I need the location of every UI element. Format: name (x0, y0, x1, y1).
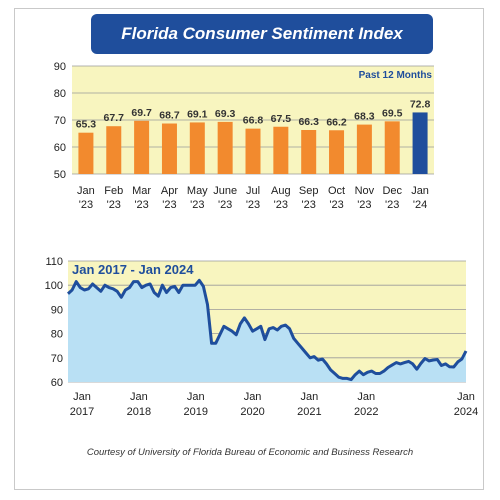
bar-x-tick-month: Apr (161, 185, 178, 197)
line-x-tick-year: 2019 (183, 406, 207, 418)
line-y-tick-label: 80 (51, 329, 63, 341)
bar-x-tick-month: Oct (328, 185, 345, 197)
bar (78, 132, 94, 174)
bar-x-tick-month: Feb (104, 185, 123, 197)
bar-x-tick-month: Mar (132, 185, 151, 197)
bar-y-tick-label: 90 (54, 61, 66, 73)
chart-title: Florida Consumer Sentiment Index (91, 14, 433, 54)
line-x-tick-month: Jan (130, 391, 148, 403)
bar-x-tick-month: Dec (382, 185, 402, 197)
bar-x-tick-year: '23 (107, 199, 121, 211)
line-x-tick-year: 2018 (127, 406, 151, 418)
bar-x-tick-year: '23 (302, 199, 316, 211)
line-x-tick-year: 2022 (354, 406, 378, 418)
bar-x-tick-year: '23 (274, 199, 288, 211)
bar (217, 121, 233, 174)
bar-value-label: 69.3 (215, 108, 236, 120)
bar-x-tick-month: Jan (77, 185, 95, 197)
bar-value-label: 66.3 (298, 116, 319, 128)
line-area-fill (68, 280, 466, 382)
bar-y-tick-label: 70 (54, 115, 66, 127)
bar-x-tick-month: May (187, 185, 208, 197)
bar-value-label: 66.8 (243, 115, 264, 127)
line-x-tick-year: 2017 (70, 406, 94, 418)
bar (273, 126, 289, 174)
line-annotation: Jan 2017 - Jan 2024 (72, 262, 194, 277)
bar-x-tick-month: Nov (355, 185, 375, 197)
bar (134, 120, 150, 174)
bar-value-label: 69.7 (131, 107, 152, 119)
bar-value-label: 67.5 (271, 113, 292, 125)
bar-x-tick-year: '23 (385, 199, 399, 211)
bar-y-tick-label: 50 (54, 169, 66, 181)
bar-chart: 50 60 70 80 90 65.3 67.7 69.7 68.7 69.1 69.3 66.8 6… (54, 61, 434, 211)
line-y-tick-label: 70 (51, 353, 63, 365)
line-x-tick-year: 2020 (240, 406, 264, 418)
bar (301, 129, 317, 174)
bar (384, 121, 400, 174)
bar-x-tick-year: '23 (218, 199, 232, 211)
line-x-tick-month: Jan (357, 391, 375, 403)
line-y-tick-label: 60 (51, 377, 63, 389)
line-x-tick-month: Jan (301, 391, 319, 403)
line-chart: 60 70 80 90 100 110 Jan 2017 Jan 2018 Jan 2019 Jan 2… (45, 256, 479, 418)
bar-value-label: 68.7 (159, 110, 180, 122)
line-x-tick-month: Jan (457, 391, 475, 403)
source-credit: Courtesy of University of Florida Bureau… (86, 447, 414, 458)
line-x-tick-month: Jan (73, 391, 91, 403)
bar-value-label: 65.3 (76, 119, 97, 131)
bar (356, 124, 372, 174)
bar-x-tick-month: Jan (411, 185, 429, 197)
line-x-tick-year: 2024 (454, 406, 478, 418)
bar (329, 130, 345, 174)
bar (189, 122, 205, 174)
bar (161, 123, 177, 174)
bar-x-tick-year: '23 (357, 199, 371, 211)
line-x-tick-month: Jan (244, 391, 262, 403)
bar-x-tick-year: '23 (190, 199, 204, 211)
bar (412, 112, 428, 174)
line-x-tick-year: 2021 (297, 406, 321, 418)
bar-y-tick-label: 60 (54, 142, 66, 154)
bar-y-tick-label: 80 (54, 88, 66, 100)
line-y-tick-label: 110 (45, 256, 63, 268)
line-y-tick-label: 90 (51, 304, 63, 316)
bar-x-tick-year: '23 (134, 199, 148, 211)
bar-x-tick-year: '23 (246, 199, 260, 211)
bar-x-tick-month: Aug (271, 185, 291, 197)
bar-value-label: 68.3 (354, 111, 375, 123)
line-series (66, 278, 468, 382)
bar-x-tick-year: '23 (329, 199, 343, 211)
line-y-tick-label: 100 (45, 280, 63, 292)
bar-x-tick-year: '23 (162, 199, 176, 211)
bar-x-tick-year: '23 (79, 199, 93, 211)
bar-annotation: Past 12 Months (359, 70, 433, 81)
bar-value-label: 66.2 (326, 116, 347, 128)
bar-x-tick-month: June (213, 185, 237, 197)
bar-x-tick-month: Jul (246, 185, 260, 197)
bar-value-label: 72.8 (410, 98, 431, 110)
bar-value-label: 67.7 (104, 112, 125, 124)
bar-x-tick-month: Sep (299, 185, 319, 197)
bar-value-label: 69.5 (382, 107, 403, 119)
bar-x-tick-year: '24 (413, 199, 427, 211)
bar-value-label: 69.1 (187, 108, 208, 120)
bar (245, 128, 261, 174)
bar (106, 126, 122, 174)
line-x-tick-month: Jan (187, 391, 205, 403)
